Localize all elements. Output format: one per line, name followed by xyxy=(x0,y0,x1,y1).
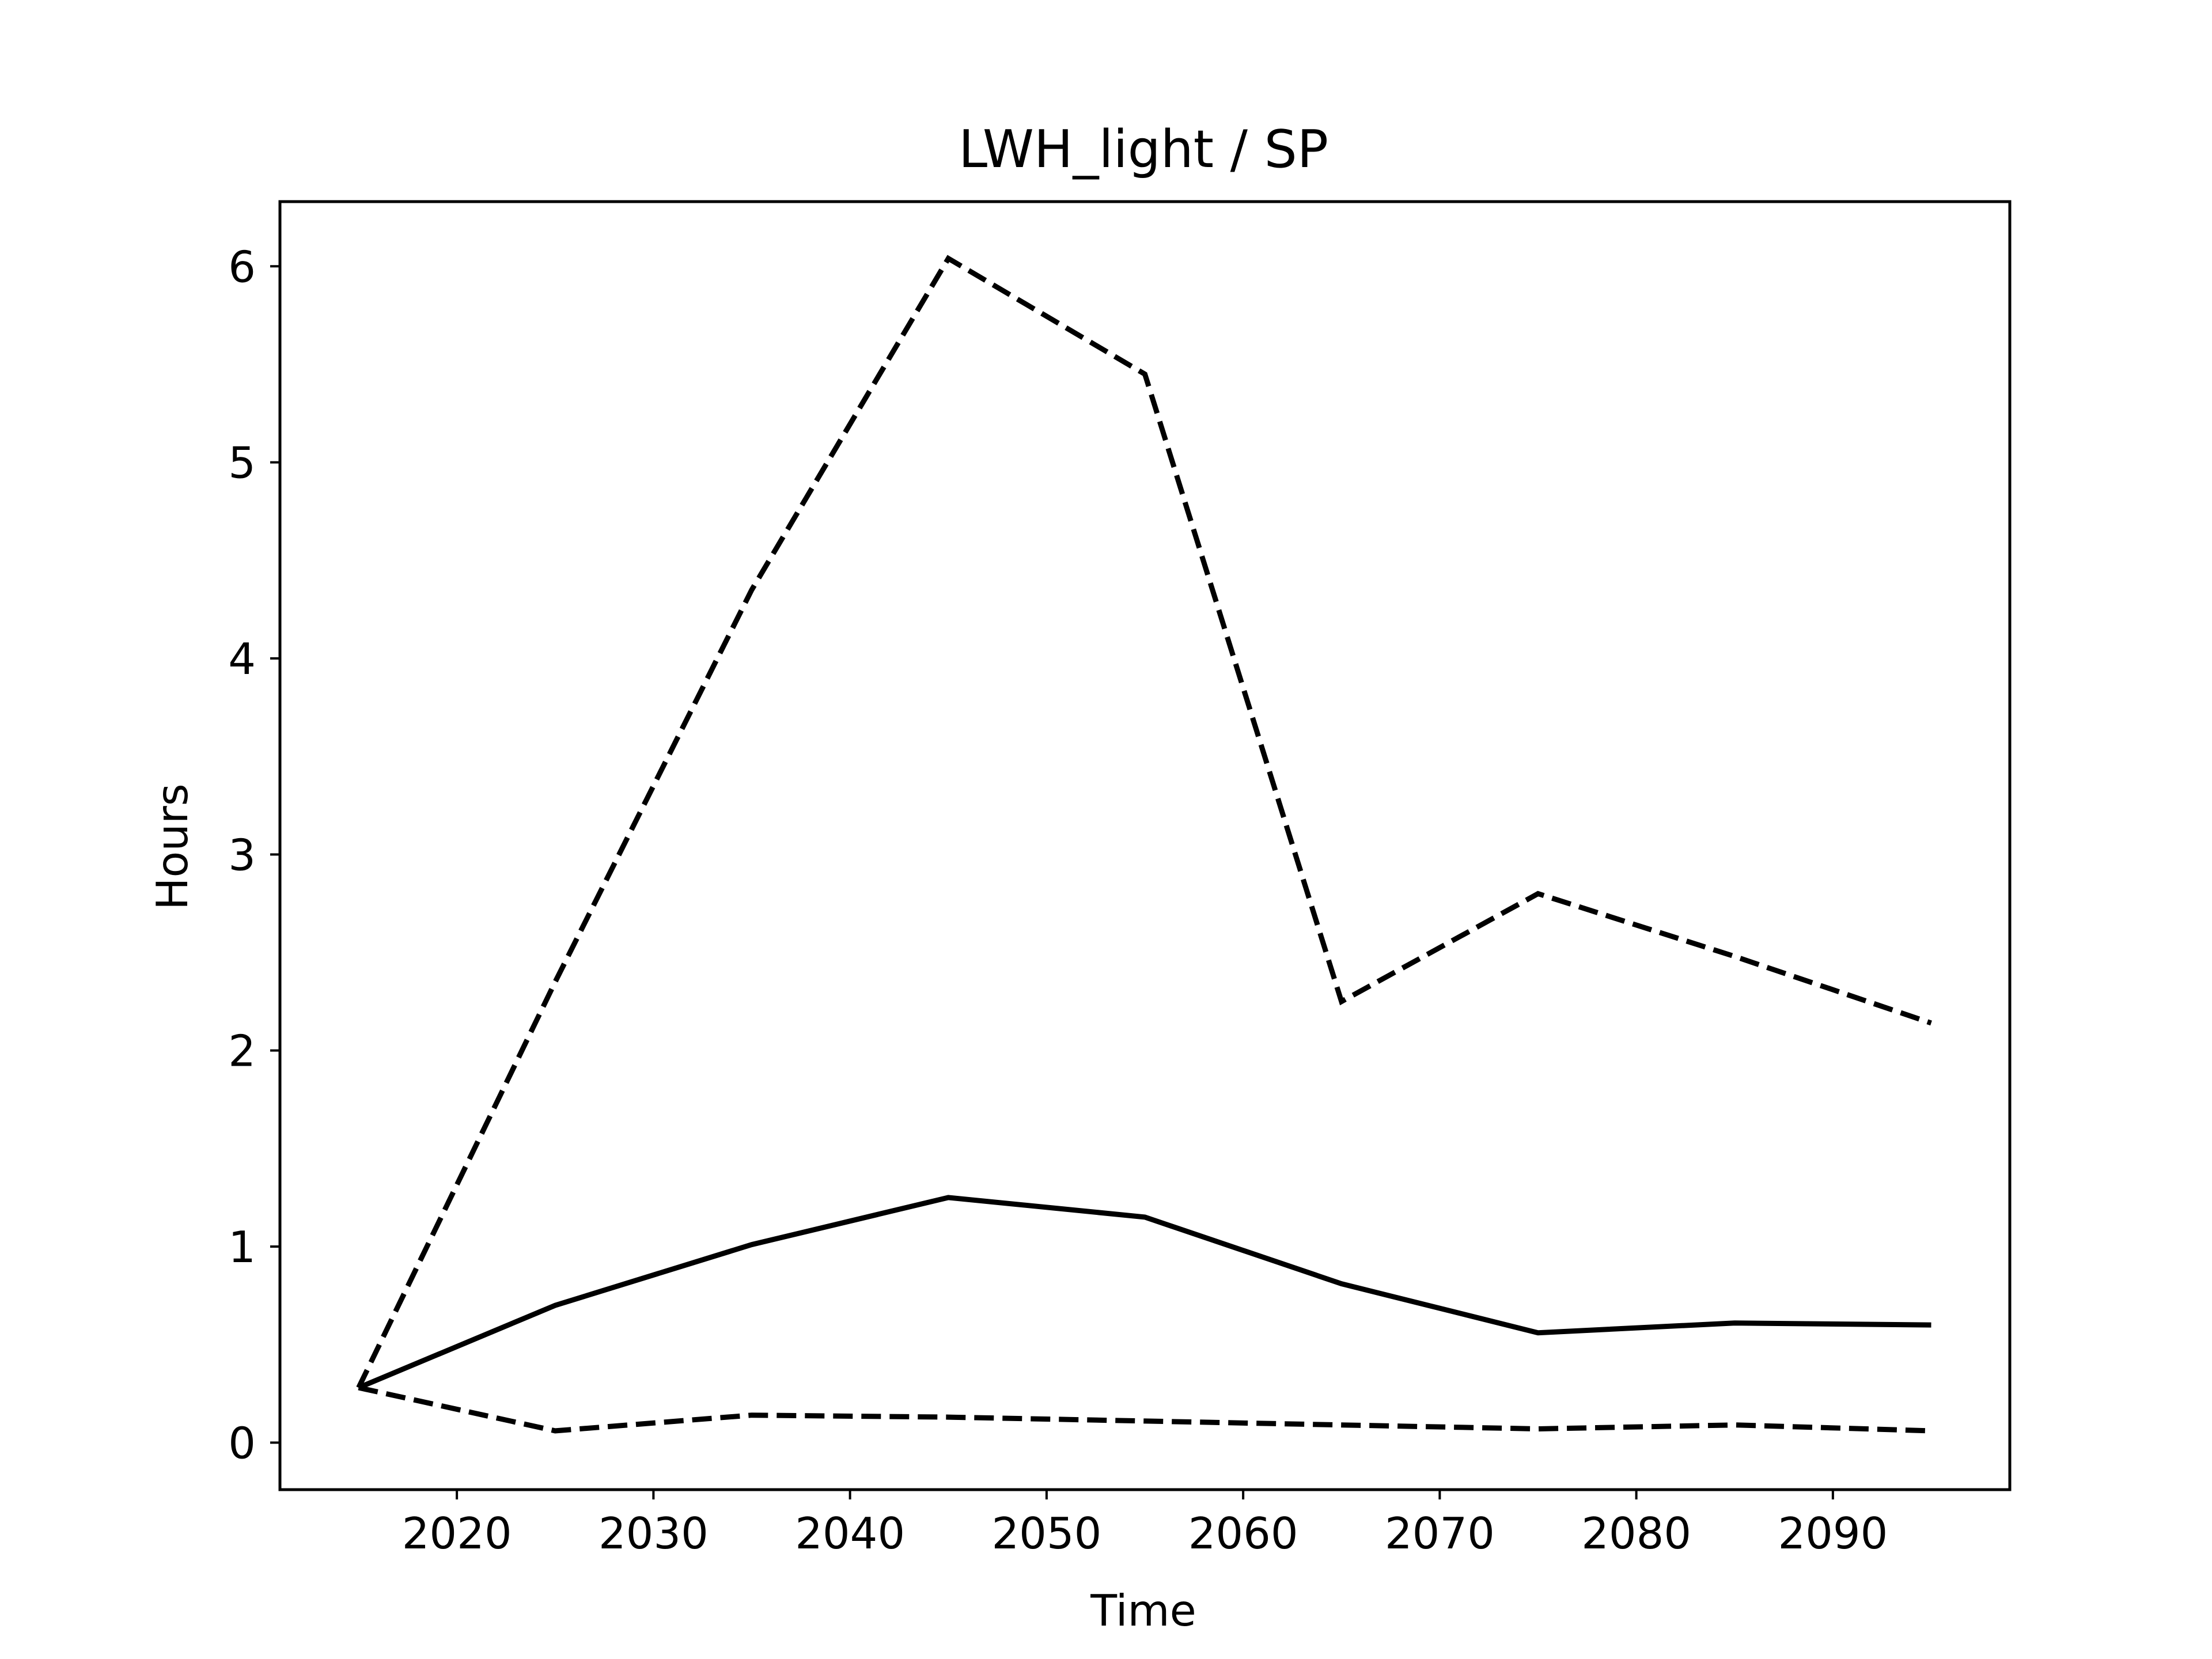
y-tick-label: 1 xyxy=(228,1222,256,1272)
y-tick-label: 4 xyxy=(228,634,256,684)
chart-title: LWH_light / SP xyxy=(959,119,1328,180)
solid-series-line-1 xyxy=(357,1195,1931,1391)
x-tick-label: 2030 xyxy=(599,1508,709,1559)
y-tick-label: 6 xyxy=(228,241,256,292)
y-tick-label: 0 xyxy=(228,1418,256,1468)
x-axis-title: Time xyxy=(1090,1585,1196,1636)
x-tick-label: 2040 xyxy=(795,1508,905,1559)
dashed-series-line-3 xyxy=(358,1385,1931,1434)
y-tick-label: 5 xyxy=(228,438,256,488)
y-axis-title: Hours xyxy=(147,783,198,910)
x-tick-label: 2020 xyxy=(402,1508,512,1559)
x-tick-label: 2070 xyxy=(1385,1508,1495,1559)
y-axis: 0 1 2 3 4 5 6 xyxy=(228,241,280,1468)
plot-area-frame xyxy=(278,200,2012,1491)
x-tick-label: 2050 xyxy=(991,1508,1101,1559)
x-tick-label: 2090 xyxy=(1778,1508,1888,1559)
y-tick-label: 3 xyxy=(228,830,256,880)
y-tick-label: 2 xyxy=(228,1026,256,1077)
dashed-series-line-2 xyxy=(356,255,1932,1389)
series-layer xyxy=(356,255,1932,1434)
x-axis: 2020 2030 2040 2050 2060 2070 2080 2090 xyxy=(402,1490,1888,1559)
x-tick-label: 2060 xyxy=(1188,1508,1298,1559)
x-tick-label: 2080 xyxy=(1581,1508,1691,1559)
